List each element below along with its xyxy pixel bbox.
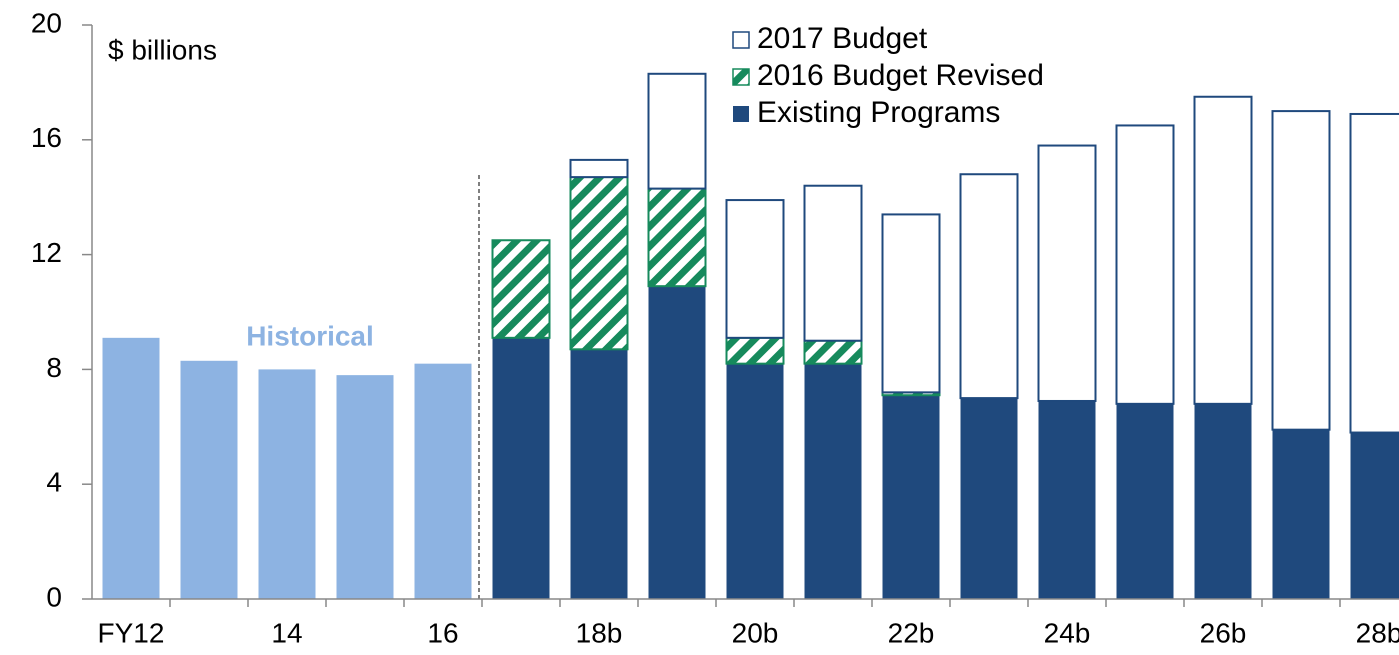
x-tick-label: 28b — [1356, 617, 1399, 648]
bar-segment — [804, 363, 862, 599]
bar-segment — [647, 187, 707, 288]
x-tick-label: 22b — [888, 617, 935, 648]
bar-segment — [1271, 110, 1331, 431]
bar-segment — [881, 213, 941, 394]
x-tick-label: 24b — [1044, 617, 1091, 648]
legend-swatch — [732, 68, 750, 86]
y-tick-label: 0 — [46, 581, 62, 612]
bar-segment — [1116, 403, 1174, 599]
bar-segment — [1115, 124, 1175, 405]
bar-segment — [1350, 432, 1399, 599]
bar-segment — [959, 173, 1019, 400]
bar-segment — [648, 286, 706, 599]
x-tick-label: 14 — [271, 617, 302, 648]
y-tick-label: 12 — [31, 237, 62, 268]
bar-segment — [725, 336, 785, 365]
bar-segment — [726, 363, 784, 599]
bar-segment — [569, 176, 629, 351]
x-tick-label: FY12 — [98, 617, 165, 648]
annotation: Historical — [246, 320, 374, 351]
bar-segment — [491, 239, 551, 339]
bar-segment — [803, 184, 863, 342]
y-tick-label: 4 — [46, 467, 62, 498]
bar-segment — [1349, 112, 1399, 434]
x-tick-label: 26b — [1200, 617, 1247, 648]
bar-segment — [569, 158, 629, 179]
bar-segment — [803, 339, 863, 365]
legend-label: 2016 Budget Revised — [757, 59, 1044, 92]
legend-swatch — [733, 106, 749, 122]
bar-segment — [1272, 429, 1330, 599]
y-tick-label: 16 — [31, 122, 62, 153]
bar-segment — [492, 337, 550, 599]
legend-label: 2017 Budget — [757, 22, 928, 55]
bar-segment — [647, 72, 707, 190]
legend-swatch — [732, 31, 750, 49]
x-tick-label: 20b — [732, 617, 779, 648]
bar — [180, 360, 238, 599]
bar-segment — [570, 349, 628, 599]
bar-segment — [725, 199, 785, 339]
bar-segment — [1194, 403, 1252, 599]
bar — [414, 363, 472, 599]
bar-segment — [1037, 144, 1097, 402]
legend-label: Existing Programs — [757, 96, 1000, 129]
bar-segment — [1038, 400, 1096, 599]
x-tick-label: 18b — [576, 617, 623, 648]
x-tick-label: 16 — [427, 617, 458, 648]
y-tick-label: 8 — [46, 352, 62, 383]
bar — [258, 369, 316, 599]
bar-segment — [960, 398, 1018, 599]
bar — [102, 337, 160, 599]
bar-segment — [882, 395, 940, 599]
bar-segment — [1193, 95, 1253, 405]
unit-label: $ billions — [108, 34, 217, 65]
y-tick-label: 20 — [31, 7, 62, 38]
bar — [336, 375, 394, 599]
